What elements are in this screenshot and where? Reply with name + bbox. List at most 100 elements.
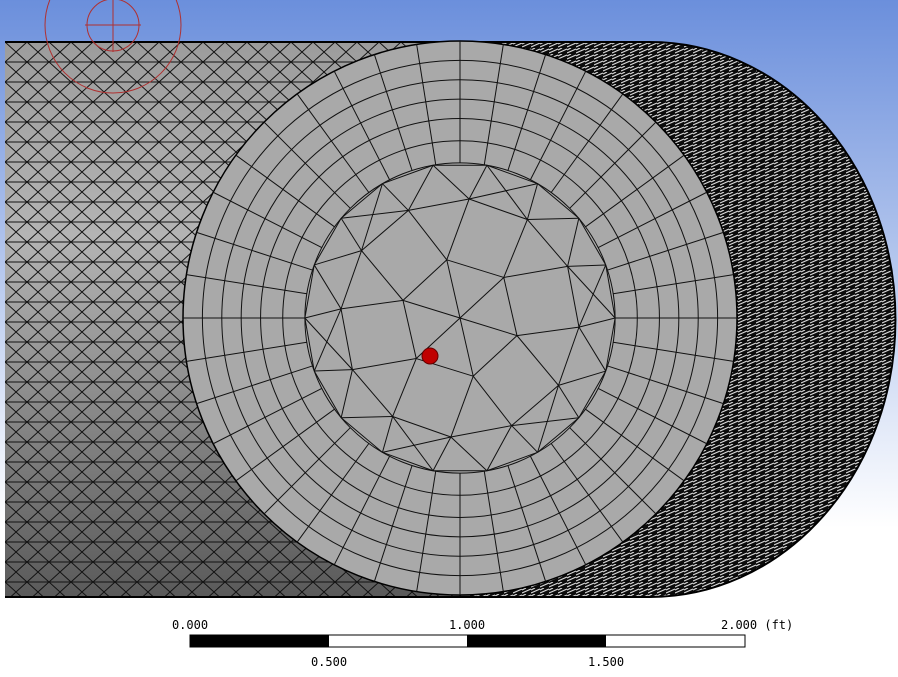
mesh-edge bbox=[341, 415, 393, 419]
mesh-radial bbox=[373, 54, 413, 171]
mesh-edge bbox=[313, 370, 342, 418]
mesh-radial bbox=[186, 274, 307, 295]
mesh-edge bbox=[402, 299, 461, 319]
mesh-edge bbox=[340, 308, 353, 370]
mesh-edge bbox=[352, 369, 394, 417]
mesh-edge bbox=[392, 358, 417, 417]
mesh-edge bbox=[408, 210, 448, 261]
mesh-radial bbox=[333, 70, 391, 181]
scale-bar: 0.000 1.000 2.000 (ft) 0.500 1.500 bbox=[172, 618, 793, 669]
mesh-edge bbox=[382, 451, 434, 472]
mesh-edge bbox=[558, 326, 580, 386]
cursor-cross bbox=[85, 0, 141, 52]
scale-label: 1.500 bbox=[588, 655, 624, 669]
mesh-edge bbox=[558, 370, 606, 386]
mesh-radial bbox=[263, 121, 351, 209]
mesh-edge bbox=[450, 376, 474, 438]
mesh-radial bbox=[263, 427, 351, 515]
mesh-edge bbox=[516, 326, 580, 337]
mesh-edge bbox=[304, 308, 342, 319]
mesh-edge bbox=[382, 436, 452, 453]
mesh-edge bbox=[527, 217, 579, 221]
mesh-edge bbox=[361, 210, 409, 252]
mesh-radial bbox=[569, 427, 657, 515]
mesh-radial bbox=[585, 408, 685, 482]
scale-label: 0.500 bbox=[311, 655, 347, 669]
mesh-radial bbox=[529, 455, 587, 566]
mesh-edge bbox=[503, 219, 528, 278]
mesh-edge bbox=[450, 425, 512, 438]
mesh-radial bbox=[235, 154, 335, 228]
mesh-radial bbox=[483, 44, 504, 165]
mesh-edge bbox=[340, 183, 383, 219]
scale-segment bbox=[467, 635, 606, 647]
mesh-radial bbox=[196, 365, 313, 405]
mesh-edge bbox=[340, 299, 404, 310]
mesh-edge bbox=[503, 265, 568, 278]
mesh-radial bbox=[597, 191, 708, 249]
mesh-edge bbox=[432, 164, 470, 200]
mesh-edge bbox=[558, 385, 580, 418]
mesh-edge bbox=[459, 317, 474, 377]
mesh-edge bbox=[503, 277, 518, 336]
mesh-edge bbox=[340, 218, 362, 251]
mesh-radial bbox=[373, 465, 413, 582]
mesh-edge bbox=[578, 370, 607, 418]
mesh-radial bbox=[212, 191, 323, 249]
mesh-edge bbox=[537, 385, 559, 453]
mesh-edge bbox=[511, 384, 559, 426]
end-face bbox=[182, 40, 738, 596]
mesh-radial bbox=[597, 387, 708, 445]
mesh-edge bbox=[578, 264, 607, 328]
mesh-edge bbox=[304, 317, 353, 370]
mesh-edge bbox=[314, 250, 362, 266]
mesh-edge bbox=[392, 416, 452, 438]
mesh-edge bbox=[314, 369, 353, 372]
mesh-edge bbox=[340, 250, 362, 310]
mesh-edge bbox=[392, 416, 434, 472]
mesh-edge bbox=[450, 436, 488, 472]
mesh-edge bbox=[313, 218, 342, 266]
scale-label: 1.000 bbox=[449, 618, 485, 632]
mesh-edge bbox=[381, 416, 394, 453]
mesh-edge bbox=[567, 266, 580, 328]
mesh-edge bbox=[341, 209, 409, 219]
mesh-edge bbox=[516, 335, 559, 386]
scale-label: 2.000 (ft) bbox=[721, 618, 793, 632]
mesh-edge bbox=[340, 369, 353, 418]
mesh-radial bbox=[212, 387, 323, 445]
mesh-radial bbox=[613, 274, 734, 295]
mesh-edge bbox=[567, 264, 606, 267]
mesh-radial bbox=[235, 408, 335, 482]
mesh-edge bbox=[304, 317, 315, 372]
mesh-edge bbox=[361, 250, 404, 301]
mesh-edge bbox=[402, 259, 448, 301]
mesh-edge bbox=[578, 218, 607, 266]
mesh-radial bbox=[550, 443, 624, 543]
mesh-edge bbox=[537, 417, 580, 453]
mesh-radial bbox=[507, 54, 547, 171]
mesh-edge bbox=[382, 164, 434, 185]
mesh-edge bbox=[382, 183, 409, 211]
mesh-radial bbox=[529, 70, 587, 181]
cursor-outer bbox=[44, 0, 182, 94]
mesh-edge bbox=[526, 219, 568, 267]
mesh-edge bbox=[304, 264, 315, 319]
triad-cursor bbox=[44, 0, 182, 94]
mesh-edge bbox=[567, 266, 616, 319]
mesh-edge bbox=[459, 277, 505, 319]
mesh-edge bbox=[511, 417, 579, 427]
mesh-radial bbox=[607, 365, 724, 405]
mesh-edge bbox=[340, 417, 383, 453]
scale-label: 0.000 bbox=[172, 618, 208, 632]
mesh-edge bbox=[472, 375, 512, 426]
mesh-radial bbox=[585, 154, 685, 228]
mesh-edge bbox=[567, 218, 580, 267]
mesh-radial bbox=[186, 341, 307, 362]
mesh-edge bbox=[446, 198, 470, 260]
mesh-edge bbox=[408, 198, 470, 211]
mesh-edge bbox=[486, 425, 513, 472]
mesh-edge bbox=[459, 317, 518, 337]
mesh-edge bbox=[468, 198, 528, 220]
